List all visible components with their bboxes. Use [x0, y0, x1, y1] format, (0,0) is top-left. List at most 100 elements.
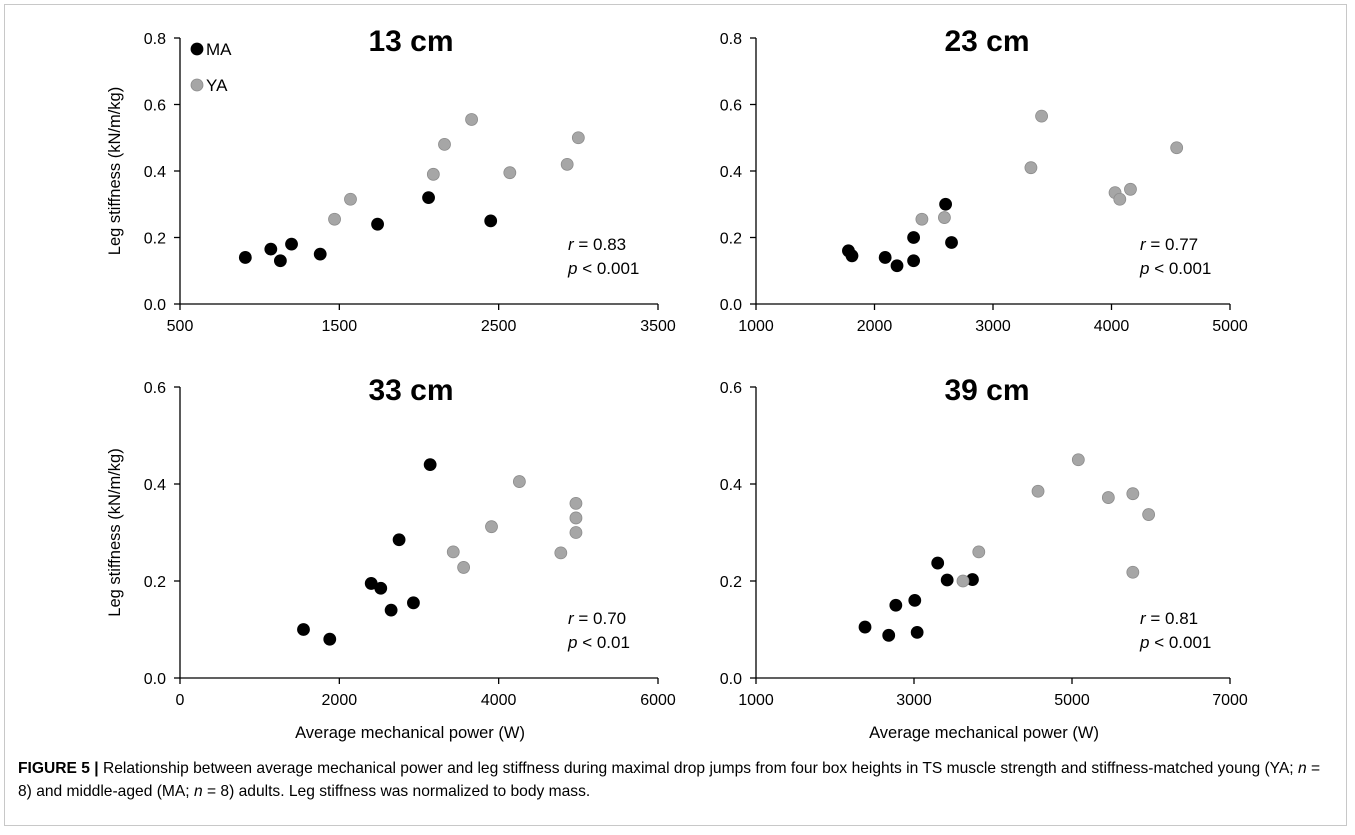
stat-r-value: = 0.83 — [574, 235, 626, 254]
stat-p: p < 0.001 — [1139, 633, 1211, 652]
y-tick-label: 0.2 — [720, 231, 742, 248]
stat-p-value: < 0.001 — [1149, 259, 1211, 278]
y-tick-label: 0.8 — [720, 31, 742, 48]
data-point-ya — [1035, 109, 1048, 123]
chart-legend: MA YA — [190, 40, 232, 95]
stat-p: p < 0.01 — [567, 633, 630, 652]
data-point-ya — [571, 131, 585, 145]
y-tick-label: 0.4 — [144, 477, 166, 494]
stat-r: r = 0.81 — [1140, 609, 1198, 628]
stat-r-symbol: r — [568, 235, 575, 254]
data-point-ya — [1113, 192, 1127, 206]
data-point-ya — [915, 212, 929, 226]
stat-p-value: < 0.001 — [1149, 633, 1211, 652]
data-point-ma — [264, 242, 278, 256]
data-point-ya — [485, 520, 498, 534]
x-tick-label: 500 — [167, 318, 194, 335]
data-point-ya — [938, 211, 951, 224]
y-tick-label: 0.2 — [144, 574, 166, 591]
data-point-ma — [890, 259, 904, 273]
stat-r-value: = 0.70 — [574, 609, 626, 628]
figure-frame — [4, 4, 1347, 826]
data-point-ma — [907, 231, 921, 244]
x-tick-label: 4000 — [1094, 318, 1130, 335]
data-point-ma — [407, 596, 420, 610]
x-tick-label: 6000 — [640, 692, 676, 709]
x-tick-label: 7000 — [1212, 692, 1248, 709]
data-point-ma — [940, 573, 954, 587]
stat-p-value: < 0.001 — [577, 259, 639, 278]
chart-panel-4: 1000 3000 5000 7000 0.0 0.2 0.4 0.6 39 cm Average… — [720, 374, 1248, 742]
stat-p-symbol: p — [567, 259, 577, 278]
stat-p-symbol: p — [567, 633, 577, 652]
y-tick-label: 0.6 — [720, 380, 742, 397]
data-point-ya — [1124, 182, 1137, 196]
data-point-ma — [384, 603, 398, 617]
chart-panel-3: 0 2000 4000 6000 0.0 0.2 0.4 0.6 33 cm Leg stiffn… — [106, 374, 676, 742]
data-point-ma — [422, 191, 435, 205]
data-point-ya — [569, 511, 583, 525]
data-point-ya — [554, 546, 568, 560]
data-point-ma — [878, 251, 892, 264]
stat-r-symbol: r — [1140, 609, 1147, 628]
x-axis-label: Average mechanical power (W) — [295, 724, 525, 742]
y-tick-label: 0.6 — [144, 98, 166, 115]
data-point-ya — [1126, 487, 1140, 501]
y-tick-label: 0.4 — [720, 477, 742, 494]
y-tick-label: 0.8 — [144, 31, 166, 48]
data-point-ma — [889, 598, 903, 612]
y-tick-label: 0.0 — [144, 297, 166, 314]
panel-title: 23 cm — [944, 25, 1029, 58]
y-axis-label: Leg stiffness (kN/m/kg) — [106, 87, 124, 255]
x-tick-label: 3500 — [640, 318, 676, 335]
x-tick-label: 2000 — [857, 318, 893, 335]
data-point-ya — [426, 167, 440, 181]
x-tick-label: 1000 — [738, 318, 774, 335]
y-tick-label: 0.2 — [144, 231, 166, 248]
stat-p-symbol: p — [1139, 633, 1149, 652]
stat-r-value: = 0.77 — [1146, 235, 1198, 254]
data-point-ma — [484, 214, 498, 228]
data-point-ma — [374, 581, 388, 595]
y-tick-label: 0.6 — [720, 98, 742, 115]
data-point-ya — [1024, 161, 1038, 175]
y-tick-label: 0.2 — [720, 574, 742, 591]
data-point-ya — [438, 137, 451, 151]
y-tick-label: 0.0 — [720, 671, 742, 688]
y-tick-label: 0.4 — [720, 164, 742, 181]
y-tick-label: 0.0 — [720, 297, 742, 314]
stat-r-symbol: r — [1140, 235, 1147, 254]
data-point-ya — [956, 574, 970, 588]
data-point-ma — [910, 626, 924, 639]
x-tick-label: 0 — [176, 692, 185, 709]
data-point-ma — [297, 623, 310, 636]
data-point-ma — [907, 254, 921, 268]
x-tick-label: 4000 — [481, 692, 517, 709]
legend-label-ya: YA — [206, 76, 228, 95]
figure-caption: FIGURE 5 | Relationship between average … — [18, 757, 1338, 803]
y-axis-label: Leg stiffness (kN/m/kg) — [106, 448, 124, 616]
x-tick-label: 1500 — [322, 318, 358, 335]
data-point-ma — [313, 247, 327, 261]
data-point-ma — [371, 217, 384, 231]
legend-marker-ma — [190, 42, 204, 56]
legend-label-ma: MA — [206, 40, 232, 59]
data-point-ma — [939, 197, 952, 211]
data-point-ya — [328, 212, 341, 226]
stat-p: p < 0.001 — [1139, 259, 1211, 278]
panel-title: 39 cm — [944, 374, 1029, 407]
data-point-ya — [569, 526, 583, 539]
stat-r: r = 0.77 — [1140, 235, 1198, 254]
caption-label: FIGURE 5 | — [18, 760, 99, 777]
stat-r-value: = 0.81 — [1146, 609, 1198, 628]
data-point-ya — [1126, 565, 1140, 579]
data-point-ma — [945, 236, 958, 249]
stat-r: r = 0.83 — [568, 235, 626, 254]
data-point-ma — [392, 533, 406, 547]
data-point-ya — [1101, 491, 1115, 504]
y-tick-label: 0.4 — [144, 164, 166, 181]
chart-panel-2: 1000 2000 3000 4000 5000 0.0 0.2 0.4 0.6 0.8 23 cm… — [720, 25, 1248, 335]
data-point-ya — [446, 545, 460, 559]
x-axis-label: Average mechanical power (W) — [869, 724, 1099, 742]
data-point-ya — [465, 113, 478, 126]
